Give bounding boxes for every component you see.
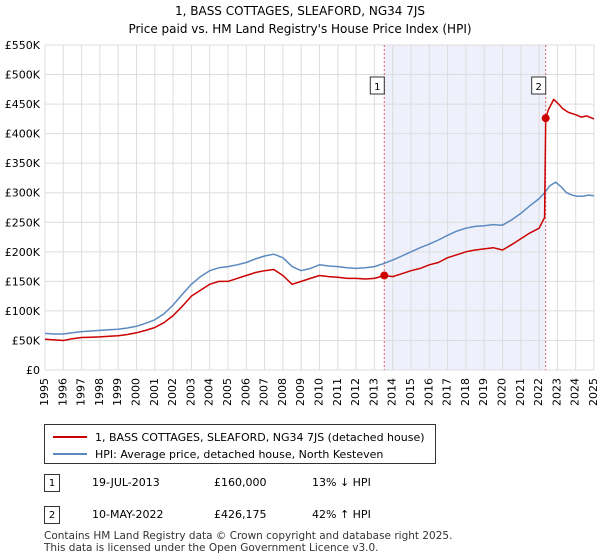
series-lines (44, 98, 595, 342)
property-series-line (44, 98, 595, 342)
transaction-price: £160,000 (214, 476, 267, 489)
legend-swatch-hpi (53, 453, 87, 455)
transaction-box-label: 1 (374, 82, 380, 93)
x-tick-label: 1999 (111, 378, 124, 406)
legend-swatch-property (53, 436, 87, 438)
x-tick-label: 2011 (331, 378, 344, 406)
legend-label-property: 1, BASS COTTAGES, SLEAFORD, NG34 7JS (de… (95, 430, 425, 444)
footer-line: Contains HM Land Registry data © Crown c… (44, 530, 453, 542)
y-axis-ticks: £0 £50K £100K £150K £200K £250K £300K £350K £400… (5, 39, 41, 377)
x-tick-label: 1997 (75, 378, 88, 406)
price-chart: 1, BASS COTTAGES, SLEAFORD, NG34 7JS Pri… (5, 4, 600, 406)
footer-line: This data is licensed under the Open Gov… (44, 542, 379, 554)
x-tick-label: 2019 (477, 378, 490, 406)
footer-attribution: Contains HM Land Registry data © Crown c… (44, 530, 452, 554)
x-tick-label: 2020 (496, 378, 509, 406)
legend-item-hpi: HPI: Average price, detached house, Nort… (53, 446, 383, 462)
transaction-date: 10-MAY-2022 (92, 508, 164, 521)
x-tick-label: 2024 (569, 378, 582, 406)
x-tick-label: 2021 (514, 378, 527, 406)
x-tick-label: 1996 (56, 378, 69, 406)
x-tick-label: 2012 (349, 378, 362, 406)
y-tick-label: £500K (5, 69, 41, 82)
y-tick-label: £550K (5, 39, 41, 52)
chart-title: 1, BASS COTTAGES, SLEAFORD, NG34 7JS (175, 4, 425, 18)
transaction-box (531, 76, 547, 95)
x-tick-label: 2018 (459, 378, 472, 406)
x-tick-label: 2001 (148, 378, 161, 406)
transaction-date: 19-JUL-2013 (92, 476, 160, 489)
x-tick-label: 2005 (221, 378, 234, 406)
legend-item-property: 1, BASS COTTAGES, SLEAFORD, NG34 7JS (de… (53, 429, 425, 445)
x-tick-label: 2009 (294, 378, 307, 406)
transaction-hpi-diff: 13% ↓ HPI (312, 476, 371, 489)
hpi-series-line (44, 181, 595, 335)
transaction-hpi-diff: 42% ↑ HPI (312, 508, 371, 521)
x-tick-label: 2000 (130, 378, 143, 406)
y-tick-label: £100K (5, 305, 41, 318)
transaction-box (369, 76, 385, 95)
x-tick-label: 2017 (441, 378, 454, 406)
transaction-price: £426,175 (214, 508, 267, 521)
x-tick-label: 1995 (38, 378, 51, 406)
transaction-box-label: 2 (536, 82, 542, 93)
y-tick-label: £300K (5, 187, 41, 200)
x-tick-label: 2010 (313, 378, 326, 406)
y-tick-label: £350K (5, 157, 41, 170)
x-tick-label: 2023 (550, 378, 563, 406)
y-tick-label: £250K (5, 216, 41, 229)
transaction-badge: 2 (44, 506, 60, 524)
transaction-point (541, 114, 550, 123)
x-tick-label: 2013 (367, 378, 380, 406)
x-tick-label: 2014 (386, 378, 399, 406)
legend-label-hpi: HPI: Average price, detached house, Nort… (95, 447, 384, 461)
chart-subtitle: Price paid vs. HM Land Registry's House … (128, 22, 471, 36)
x-tick-label: 2006 (239, 378, 252, 406)
y-tick-label: £450K (5, 98, 41, 111)
transaction-points (380, 114, 550, 280)
x-tick-label: 2008 (276, 378, 289, 406)
x-tick-label: 2022 (532, 378, 545, 406)
x-tick-label: 2004 (203, 378, 216, 406)
transaction-badge: 1 (44, 474, 60, 492)
y-tick-label: £150K (5, 275, 41, 288)
y-tick-label: £200K (5, 246, 41, 259)
x-tick-label: 2002 (166, 378, 179, 406)
x-tick-label: 2007 (258, 378, 271, 406)
shaded-period (384, 45, 546, 370)
x-axis-ticks: 1995 1996 1997 1998 1999 2000 2001 2002 2003 2004… (38, 378, 600, 406)
y-tick-label: £0 (26, 364, 40, 377)
y-tick-label: £50K (12, 334, 41, 347)
transaction-point (380, 271, 389, 280)
x-tick-label: 2015 (404, 378, 417, 406)
x-tick-label: 2025 (587, 378, 600, 406)
legend: 1, BASS COTTAGES, SLEAFORD, NG34 7JS (de… (44, 424, 436, 464)
y-tick-label: £400K (5, 128, 41, 141)
x-tick-label: 1998 (93, 378, 106, 406)
x-tick-label: 2003 (184, 378, 197, 406)
x-tick-label: 2016 (422, 378, 435, 406)
